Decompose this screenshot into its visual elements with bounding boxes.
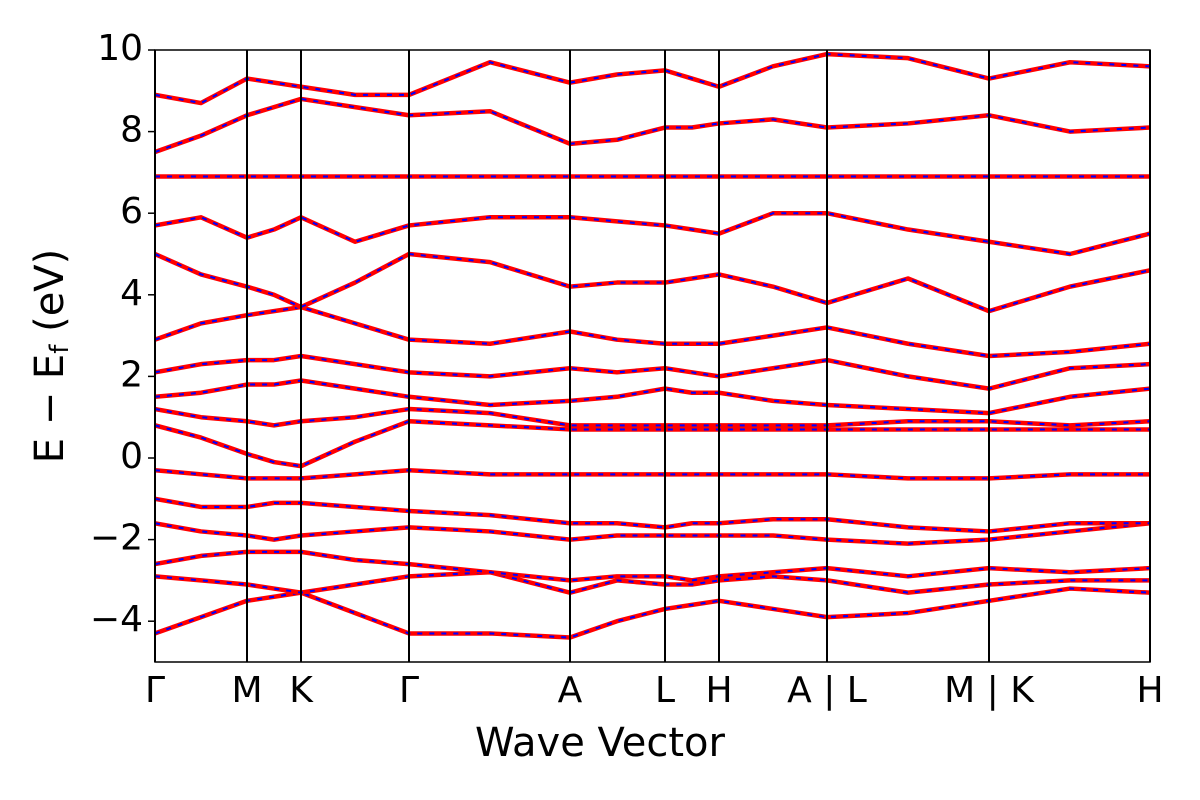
band-line-dashed [155, 212, 1150, 256]
band-line-dashed [155, 408, 1150, 427]
y-tick-label: 0 [120, 436, 143, 477]
band-line-dashed [155, 420, 1150, 468]
band-line-dashed [155, 497, 1150, 533]
x-tick-label: Γ [145, 670, 165, 711]
x-tick-label: H [705, 670, 732, 711]
y-tick-label: 8 [120, 110, 143, 151]
bands [155, 51, 1150, 640]
y-label-part: (eV) [27, 249, 73, 345]
band-line-dashed [155, 53, 1150, 105]
y-tick-label: −4 [90, 599, 143, 640]
band-line-dashed [155, 522, 1150, 545]
y-label-part: E − E [27, 354, 73, 464]
band-line-dashed [155, 550, 1150, 582]
band-line [155, 353, 1150, 391]
x-tick-label: H [1136, 670, 1163, 711]
band-line-dashed [155, 571, 1150, 594]
band-line-dashed [155, 354, 1150, 390]
y-tick-label: 6 [120, 191, 143, 232]
band-line [155, 251, 1150, 314]
band-line [155, 586, 1150, 640]
y-tick-label: 4 [120, 273, 143, 314]
band-line [155, 304, 1150, 359]
y-tick-label: 10 [97, 28, 143, 69]
band-line [155, 210, 1150, 257]
x-tick-label: M | K [944, 670, 1035, 711]
x-tick-label: L [655, 670, 675, 711]
band-line [155, 419, 1150, 469]
band-line [155, 549, 1150, 583]
y-tick-label: −2 [90, 518, 143, 559]
band-line-dashed [155, 97, 1150, 153]
x-tick-label: A | L [787, 670, 867, 711]
x-tick-label: M [231, 670, 262, 711]
x-tick-label: Γ [399, 670, 419, 711]
band-line-dashed [155, 379, 1150, 415]
band-line [155, 51, 1150, 106]
band-line-dashed [155, 306, 1150, 358]
x-axis-label: Wave Vector [475, 720, 726, 766]
band-line-dashed [155, 587, 1150, 639]
x-tick-label: K [289, 670, 314, 711]
band-line [155, 467, 1150, 481]
x-tick-label: A [558, 670, 583, 711]
band-line [155, 496, 1150, 534]
y-tick-label: 2 [120, 354, 143, 395]
y-axis-label: E − Ef (eV) [27, 249, 75, 464]
y-label-sub: f [45, 344, 75, 354]
band-line [155, 96, 1150, 155]
